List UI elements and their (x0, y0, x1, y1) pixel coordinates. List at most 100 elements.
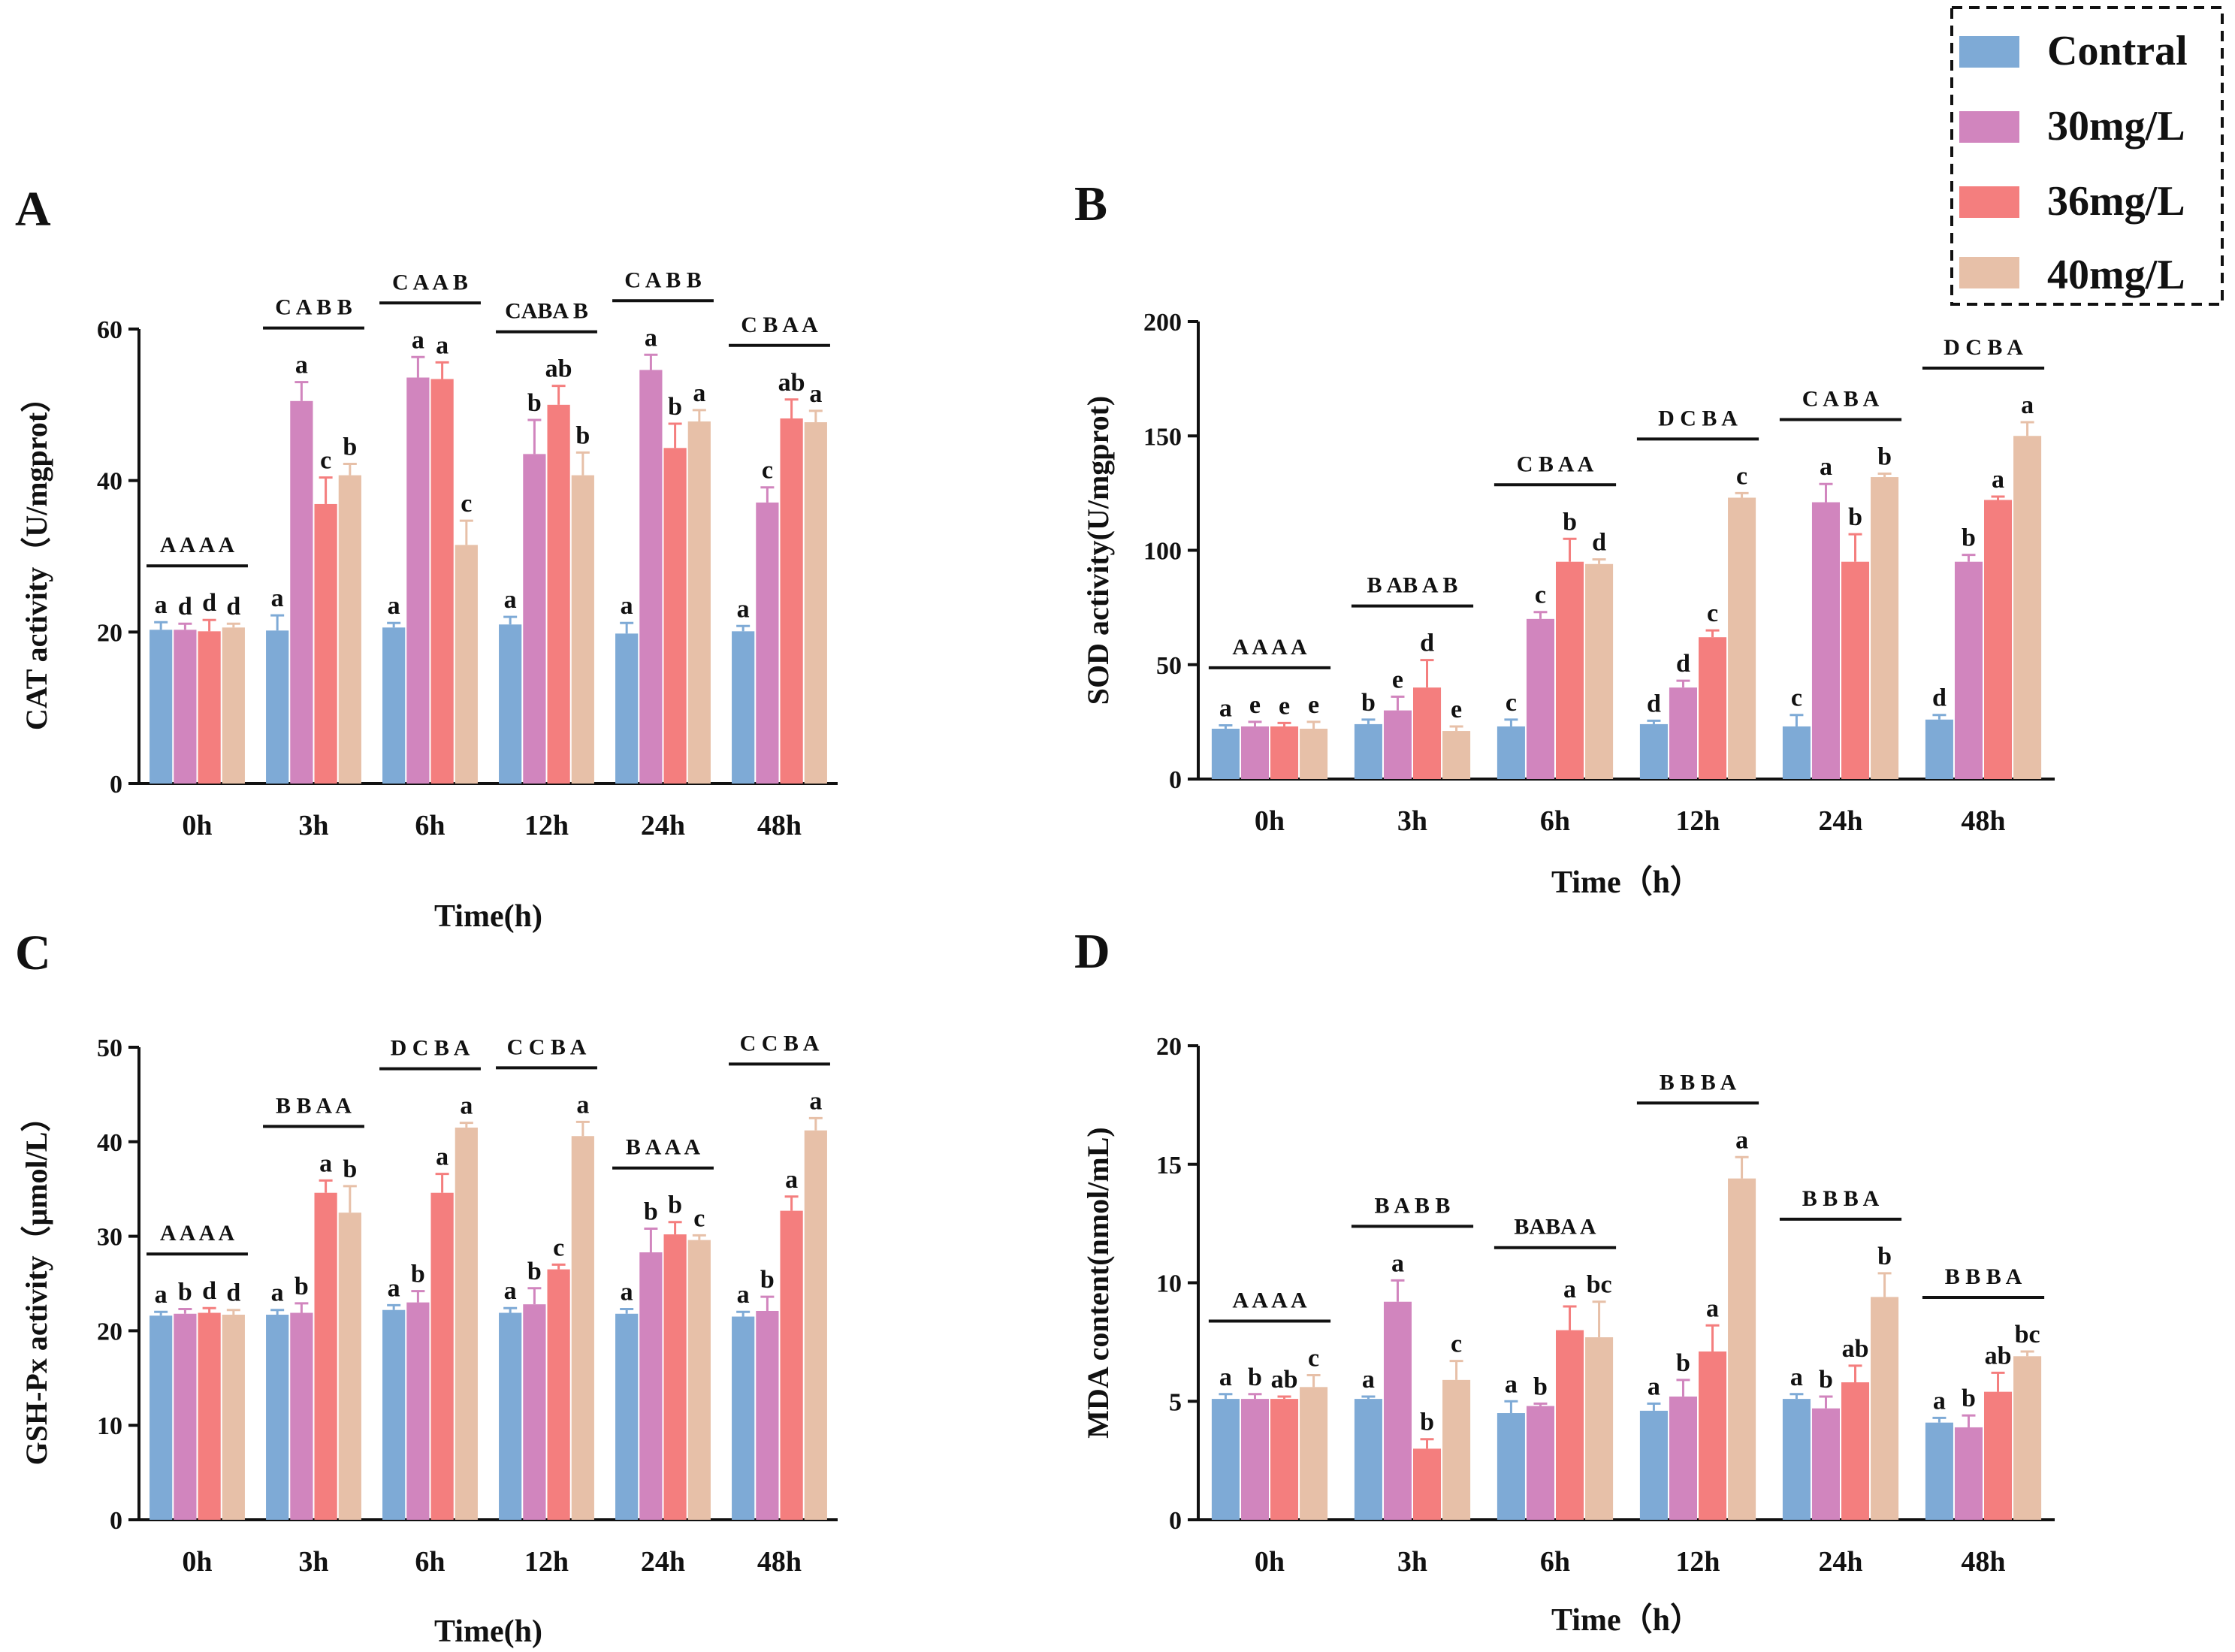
bar-36-0h (1270, 726, 1299, 779)
x-tick-label: 12h (1675, 805, 1720, 837)
bar-40-0h (222, 1315, 245, 1520)
bar-contral-3h (1354, 1399, 1382, 1520)
bar-contral-6h (1497, 726, 1525, 779)
significance-letter: b (1877, 442, 1892, 470)
significance-letter: e (1392, 666, 1403, 693)
legend-label-36: 36mg/L (2047, 178, 2185, 225)
bar-contral-12h (499, 1312, 522, 1520)
group-letters: D C B A (1658, 406, 1738, 430)
group-letters: C B A A (1517, 452, 1594, 476)
group-letters: B B A A (276, 1093, 352, 1118)
x-tick-label: 3h (1397, 1546, 1427, 1578)
bar-30-6h (406, 1302, 430, 1520)
bar-40-48h (804, 422, 827, 784)
bar-contral-0h (1211, 1399, 1240, 1520)
bar-30-24h (1811, 502, 1840, 779)
bar-40-6h (1585, 563, 1614, 779)
x-tick-label: 6h (415, 810, 445, 841)
bar-40-24h (687, 421, 711, 784)
significance-letter: b (343, 433, 357, 461)
significance-letter: ab (545, 355, 572, 383)
bar-contral-0h (150, 1315, 173, 1520)
x-tick-label: 48h (757, 810, 802, 841)
significance-letter: d (178, 593, 192, 621)
y-tick-label: 50 (97, 1034, 122, 1062)
significance-letter: ab (1985, 1342, 2012, 1370)
significance-letter: c (320, 447, 331, 475)
bar-36-48h (1984, 500, 2013, 779)
significance-letter: b (1248, 1364, 1262, 1391)
panel-label-c: C (15, 926, 51, 980)
x-tick-label: 12h (524, 810, 569, 841)
bar-30-24h (639, 370, 663, 784)
significance-letter: b (411, 1261, 425, 1288)
bar-40-3h (338, 475, 361, 784)
legend-swatch-36 (1959, 186, 2019, 218)
y-tick-label: 15 (1156, 1152, 1182, 1179)
bar-36-3h (1413, 687, 1442, 779)
y-tick-label: 10 (1156, 1270, 1182, 1298)
y-axis-title: GSH-Px activity（μmol/L） (20, 1102, 53, 1466)
significance-letter: a (460, 1092, 473, 1120)
bar-contral-12h (1639, 1410, 1668, 1520)
significance-letter: b (294, 1273, 309, 1300)
group-letters: CABA B (505, 299, 588, 324)
bar-40-24h (1871, 1297, 1899, 1520)
bar-40-48h (2013, 436, 2042, 779)
x-axis-title: Time（h） (1551, 865, 1702, 900)
significance-letter: d (1420, 630, 1434, 657)
bar-contral-0h (1211, 729, 1240, 779)
x-tick-label: 48h (757, 1546, 802, 1578)
y-tick-label: 200 (1143, 309, 1182, 337)
bar-36-3h (1413, 1448, 1442, 1520)
bar-30-3h (290, 400, 313, 784)
significance-letter: a (1735, 1126, 1748, 1154)
x-axis-title: Time(h) (434, 899, 542, 934)
significance-letter: a (621, 1278, 633, 1306)
significance-letter: a (155, 591, 168, 619)
significance-letter: a (785, 1166, 798, 1194)
bar-30-48h (1954, 561, 1983, 779)
bar-36-3h (314, 503, 337, 784)
significance-letter: b (1361, 689, 1376, 717)
significance-letter: b (1962, 524, 1976, 552)
x-tick-label: 24h (1818, 1546, 1862, 1578)
x-tick-label: 0h (1255, 1546, 1285, 1578)
legend-label-30: 30mg/L (2047, 103, 2185, 149)
y-axis-title: SOD activity(U/mgprot) (1081, 396, 1115, 705)
bar-contral-24h (615, 1313, 639, 1520)
x-tick-label: 6h (1540, 805, 1570, 837)
bar-30-12h (1669, 1396, 1697, 1520)
significance-letter: a (388, 1274, 400, 1302)
y-tick-label: 60 (97, 316, 122, 344)
bar-36-0h (1270, 1399, 1299, 1520)
group-letters: B AB A B (1367, 573, 1458, 598)
significance-letter: e (1451, 696, 1462, 723)
significance-letter: a (1219, 694, 1232, 722)
panel-c-gshpx: C GSH-Px activity（μmol/L） Time(h) 0 10 20 30 40… (15, 926, 838, 1649)
x-tick-label: 3h (1397, 805, 1427, 837)
significance-letter: c (553, 1234, 564, 1261)
bar-36-6h (1556, 561, 1584, 779)
significance-letter: bc (2015, 1321, 2040, 1348)
bar-40-6h (455, 1127, 478, 1520)
bar-40-48h (2013, 1356, 2042, 1520)
significance-letter: bc (1587, 1271, 1612, 1299)
y-tick-label: 100 (1143, 538, 1182, 566)
bar-36-24h (1841, 561, 1870, 779)
significance-letter: b (1877, 1243, 1892, 1270)
bar-30-3h (1383, 1301, 1412, 1520)
significance-letter: c (693, 1204, 705, 1232)
panel-label-d: D (1074, 924, 1110, 979)
group-letters: B A A A (626, 1135, 701, 1160)
bar-30-0h (1240, 726, 1269, 779)
y-tick-label: 50 (1156, 652, 1182, 680)
bar-40-0h (222, 627, 245, 784)
bar-30-0h (174, 630, 197, 784)
y-tick-label: 0 (1169, 766, 1182, 794)
bar-30-3h (290, 1312, 313, 1520)
group-letters: A A A A (160, 1221, 235, 1246)
significance-letter: ab (778, 369, 805, 397)
